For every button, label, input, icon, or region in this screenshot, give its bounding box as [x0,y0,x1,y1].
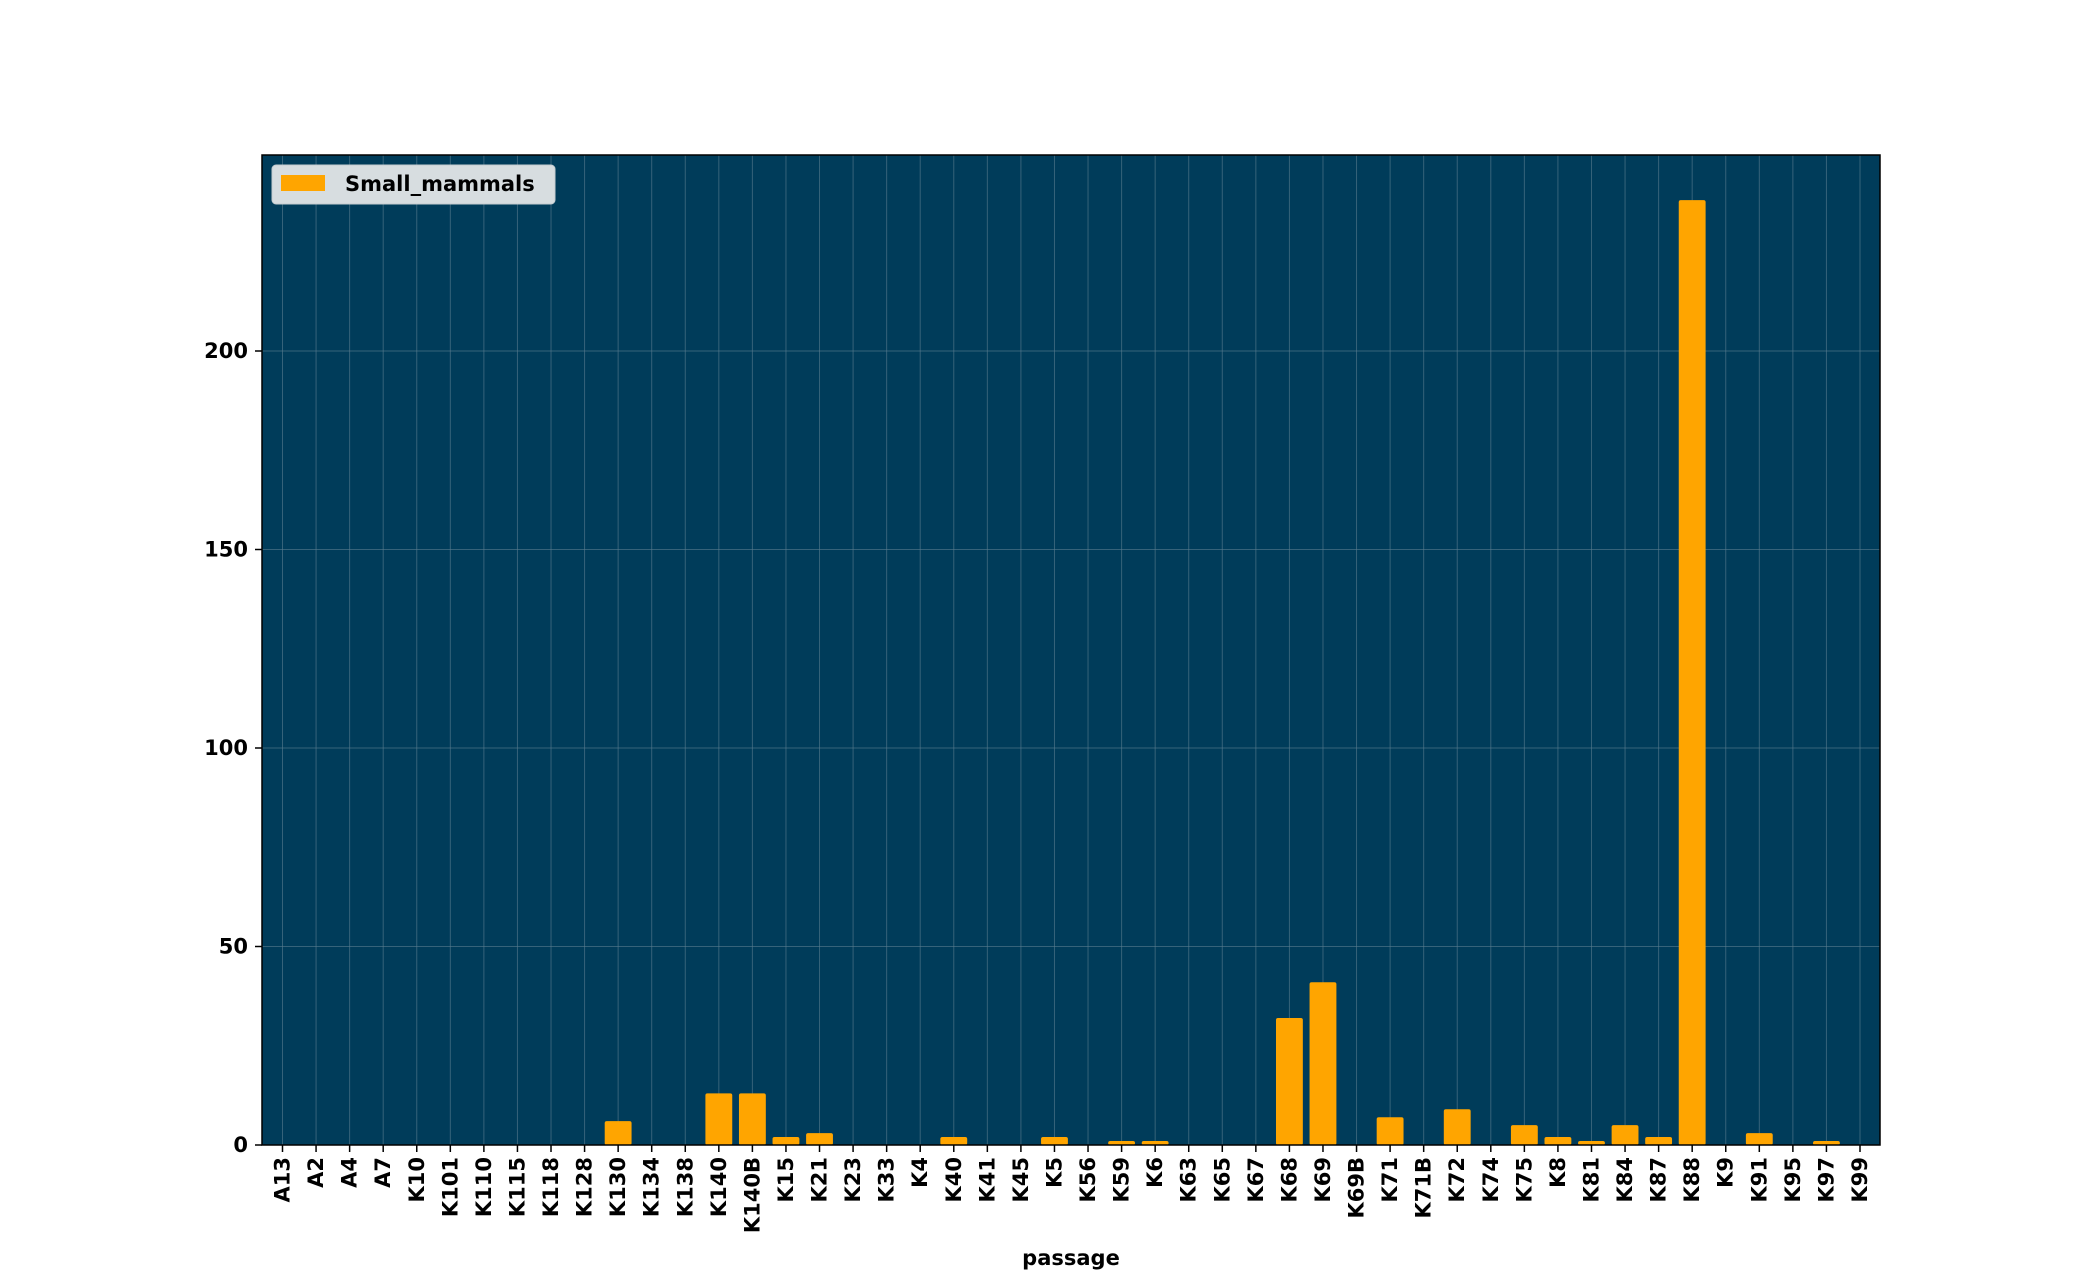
x-tick-label: K75 [1512,1157,1536,1203]
bar-k68 [1275,1017,1303,1145]
bar-k69 [1309,982,1337,1145]
bar-k81 [1578,1141,1605,1145]
x-tick-label: K115 [505,1157,529,1217]
x-tick-label: K67 [1244,1157,1268,1203]
x-tick-label: K59 [1110,1157,1134,1203]
x-tick-label: A7 [371,1157,395,1188]
bar-k130 [604,1121,632,1145]
x-tick-label: K9 [1714,1157,1738,1188]
bar-k59 [1108,1141,1136,1145]
bar-k91 [1745,1133,1773,1145]
plot-area [262,155,1880,1145]
legend-box [271,164,556,205]
x-tick-label: K33 [875,1157,899,1203]
x-tick-label: K45 [1009,1157,1033,1203]
x-tick-label: K40 [942,1157,966,1203]
bar-k87 [1645,1137,1673,1145]
bar-k84 [1611,1125,1639,1145]
x-tick-label: K110 [472,1157,496,1217]
bar-k72 [1443,1109,1471,1145]
plot-frame [261,154,1881,1146]
x-tick-label: K84 [1613,1157,1637,1203]
x-tick-label: K81 [1579,1157,1603,1203]
x-tick-label: K87 [1647,1157,1671,1203]
y-tick-label: 0 [233,1133,248,1157]
x-tick-label: K95 [1781,1157,1805,1203]
x-tick-label: K69B [1345,1157,1369,1219]
x-tick-label: K118 [539,1157,563,1217]
x-tick-label: K130 [606,1157,630,1217]
x-tick-label: K21 [808,1157,832,1203]
y-tick-label: 200 [204,339,248,363]
x-tick-label: K99 [1848,1157,1872,1203]
bar-k21 [806,1133,833,1145]
bar-k97 [1813,1141,1840,1145]
bars [604,200,1840,1145]
x-tick-label: K138 [673,1157,697,1217]
y-tick-label: 150 [204,538,248,562]
grid-lines [262,155,1880,1146]
x-tick-label: A4 [338,1157,362,1188]
x-tick-label: K10 [405,1157,429,1203]
x-tick-label: K5 [1042,1157,1066,1188]
x-tick-label: K8 [1546,1157,1570,1188]
legend-swatch [281,175,325,191]
x-tick-label: K6 [1143,1157,1167,1188]
y-tick-label: 50 [219,935,248,959]
bar-k140b [738,1093,766,1145]
bar-k15 [772,1137,800,1145]
x-tick-label: K72 [1445,1157,1469,1203]
x-tick-label: K71 [1378,1157,1402,1203]
x-axis-ticks: A13 A2 A4 A7 K10 K101 K110 K115 K118 K128 K130 K134… [271,1145,1872,1233]
x-tick-label: K15 [774,1157,798,1203]
x-tick-label: K91 [1747,1157,1771,1203]
x-tick-label: K88 [1680,1157,1704,1203]
legend-label: Small_mammals [345,172,535,196]
bar-k5 [1041,1137,1068,1145]
x-tick-label: A2 [304,1157,328,1188]
bar-k8 [1544,1137,1572,1145]
x-tick-label: K140 [707,1157,731,1217]
bar-k88 [1678,200,1706,1145]
x-tick-label: K71B [1412,1157,1436,1219]
x-tick-label: K128 [573,1157,597,1217]
x-tick-label: K101 [438,1157,462,1217]
x-tick-label: K41 [975,1157,999,1203]
bar-k140 [705,1093,733,1145]
y-axis-ticks: 0 50 100 150 200 [204,339,262,1157]
y-tick-label: 100 [204,736,248,760]
x-tick-label: K63 [1177,1157,1201,1203]
bar-k40 [940,1137,968,1145]
legend: Small_mammals [271,164,556,205]
x-tick-label: K56 [1076,1157,1100,1203]
x-tick-label: K65 [1210,1157,1234,1203]
x-tick-label: K69 [1311,1157,1335,1203]
x-tick-label: K68 [1277,1157,1301,1203]
x-tick-label: K23 [841,1157,865,1203]
x-tick-label: K4 [908,1157,932,1188]
x-tick-label: A13 [271,1157,295,1202]
bar-k71 [1376,1117,1404,1145]
bar-k75 [1510,1125,1538,1145]
bar-k6 [1141,1141,1169,1145]
x-axis-label: passage [1022,1246,1120,1270]
x-tick-label: K140B [740,1157,764,1233]
x-tick-label: K74 [1479,1157,1503,1203]
x-tick-label: K134 [640,1157,664,1217]
x-tick-label: K97 [1814,1157,1838,1203]
